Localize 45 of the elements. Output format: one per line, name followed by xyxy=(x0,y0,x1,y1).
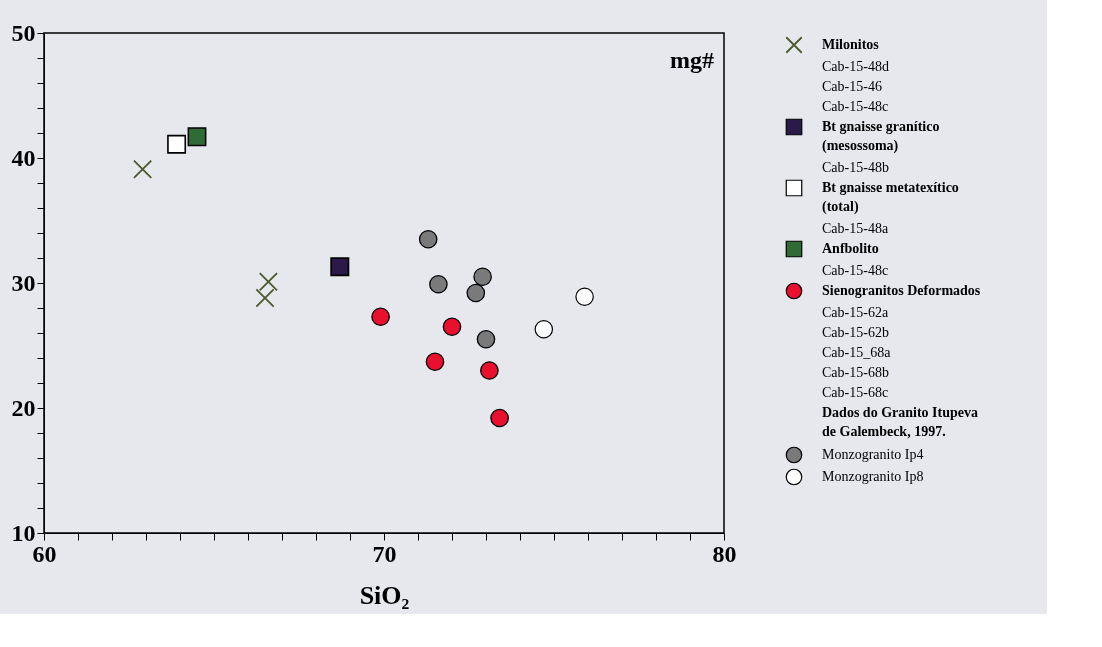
text: Cab-15-48d xyxy=(822,59,889,74)
text: Cab-15_68a xyxy=(822,345,892,360)
text: Cab-15-62a xyxy=(822,305,889,320)
legend-label: Monzogranito Ip8 xyxy=(822,469,924,484)
legend-label: Sienogranitos Deformados xyxy=(822,283,981,298)
point xyxy=(476,329,496,349)
text: Cab-15-48c xyxy=(822,263,889,278)
legend-label: Monzogranito Ip4 xyxy=(822,447,924,462)
point xyxy=(255,288,275,308)
text: Cab-15-48b xyxy=(822,160,889,175)
x-tick-label: 80 xyxy=(712,540,737,567)
y-tick-label: 30 xyxy=(11,269,36,296)
y-tick-label: 20 xyxy=(11,394,36,421)
text: Cab-15-68c xyxy=(822,385,889,400)
point xyxy=(167,134,187,154)
point xyxy=(258,272,278,292)
annotation: mg# xyxy=(670,47,714,73)
point xyxy=(133,159,153,179)
text: Dados do Granito Itupeva de Galembeck, 1997. xyxy=(822,405,978,439)
y-tick-label: 50 xyxy=(11,19,36,46)
point xyxy=(480,361,499,380)
point xyxy=(473,267,492,287)
text: Cab-15-48c xyxy=(822,99,889,114)
point xyxy=(534,320,554,339)
point xyxy=(371,307,390,327)
x-axis-title: SiO₂ xyxy=(359,580,410,610)
text: Cab-15-68b xyxy=(822,365,889,380)
y-tick-label: 40 xyxy=(11,144,36,171)
point xyxy=(187,127,207,147)
point xyxy=(425,352,445,372)
x-tick-label: 70 xyxy=(372,540,397,567)
point xyxy=(442,317,462,337)
point xyxy=(418,229,438,249)
legend-label: Bt gnaisse granítico (mesossoma) xyxy=(822,119,940,154)
point xyxy=(466,283,486,303)
point xyxy=(429,274,448,294)
point xyxy=(575,287,594,306)
text: Cab-15-46 xyxy=(822,79,882,94)
legend-label: Anfbolito xyxy=(822,241,879,256)
text: Cab-15-48a xyxy=(822,221,889,236)
legend-label: Milonitos xyxy=(822,37,880,52)
legend-label: Bt gnaisse metatexítico (total) xyxy=(822,180,959,215)
text: Cab-15-62b xyxy=(822,325,889,340)
point xyxy=(330,257,350,277)
point xyxy=(490,408,509,428)
